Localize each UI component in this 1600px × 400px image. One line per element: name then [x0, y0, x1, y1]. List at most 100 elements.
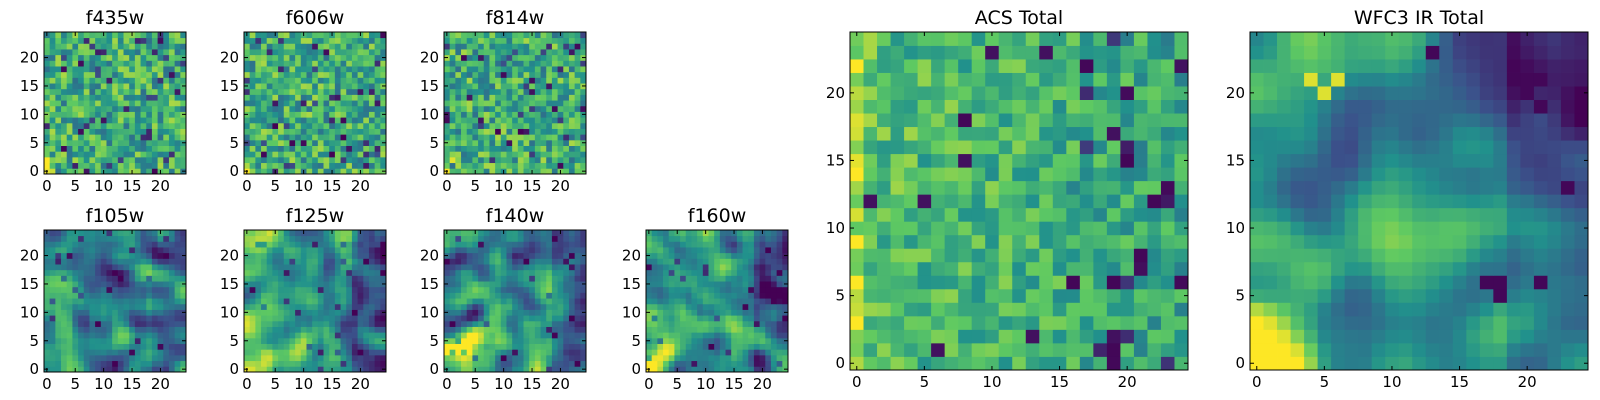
heatmap-cell	[117, 43, 124, 50]
heatmap-cell	[346, 247, 353, 254]
heatmap-cell	[685, 309, 692, 316]
heatmap-cell	[657, 286, 664, 293]
heatmap-cell	[478, 292, 485, 299]
heatmap-cell	[461, 122, 468, 129]
heatmap-cell	[466, 326, 473, 333]
heatmap-cell	[266, 37, 273, 44]
heatmap-cell	[557, 105, 564, 112]
heatmap-cell	[478, 258, 485, 265]
heatmap-cell	[329, 54, 336, 61]
heatmap-cell	[363, 168, 370, 175]
heatmap-cell	[249, 320, 256, 327]
heatmap-cell	[66, 286, 73, 293]
heatmap-cell	[106, 88, 113, 95]
heatmap-cell	[483, 145, 490, 152]
heatmap-cell	[300, 303, 307, 310]
heatmap-cell	[78, 332, 85, 339]
heatmap-cell	[483, 269, 490, 276]
heatmap-cell	[1066, 315, 1081, 330]
heatmap-cell	[72, 315, 79, 322]
heatmap-cell	[444, 145, 451, 152]
heatmap-cell	[563, 43, 570, 50]
heatmap-cell	[146, 162, 153, 169]
heatmap-cell	[506, 247, 513, 254]
heatmap-cell	[49, 360, 56, 367]
heatmap-cell	[300, 111, 307, 118]
heatmap-cell	[1106, 275, 1121, 290]
heatmap-cell	[568, 134, 576, 141]
heatmap-cell	[512, 241, 519, 248]
heatmap-cell	[651, 286, 658, 293]
heatmap-cell	[765, 337, 772, 344]
heatmap-cell	[472, 337, 479, 344]
heatmap-cell	[134, 303, 141, 310]
heatmap-cell	[551, 117, 558, 124]
heatmap-cell	[461, 303, 468, 310]
heatmap-cell	[574, 111, 581, 118]
heatmap-cell	[89, 117, 96, 124]
heatmap-cell	[374, 128, 381, 135]
heatmap-cell	[78, 360, 85, 367]
heatmap-cell	[691, 275, 698, 282]
heatmap-cell	[329, 326, 336, 333]
heatmap-cell	[249, 275, 256, 282]
heatmap-cell	[890, 342, 905, 357]
heatmap-cell	[157, 71, 164, 78]
heatmap-cell	[283, 122, 290, 129]
heatmap-cell	[140, 349, 147, 356]
heatmap-cell	[261, 252, 268, 259]
heatmap-cell	[66, 360, 73, 367]
heatmap-cell	[985, 167, 1000, 182]
heatmap-cell	[944, 288, 959, 303]
heatmap-cell	[931, 329, 946, 344]
heatmap-cell	[500, 162, 507, 169]
heatmap-cell	[478, 315, 485, 322]
heatmap-cell	[180, 247, 187, 254]
heatmap-cell	[129, 269, 136, 276]
heatmap-cell	[529, 360, 536, 367]
heatmap-cell	[651, 247, 658, 254]
heatmap-cell	[731, 354, 738, 362]
heatmap-cell	[106, 32, 113, 39]
heatmap-cell	[719, 315, 726, 322]
heatmap-cell	[66, 105, 73, 112]
heatmap-cell	[112, 337, 119, 344]
heatmap-cell	[529, 315, 536, 322]
heatmap-cell	[380, 241, 387, 248]
heatmap-cell	[1052, 180, 1067, 195]
heatmap-cell	[546, 60, 553, 67]
heatmap-cell	[340, 360, 347, 367]
heatmap-cell	[466, 349, 473, 356]
heatmap-cell	[180, 134, 187, 141]
heatmap-cell	[140, 168, 147, 175]
heatmap-cell	[1079, 275, 1094, 290]
heatmap-cell	[1120, 234, 1135, 249]
heatmap-cell	[244, 320, 251, 327]
heatmap-cell	[168, 54, 176, 61]
heatmap-cell	[702, 326, 709, 333]
x-tick-label: 5	[672, 375, 682, 393]
heatmap-cell	[289, 230, 296, 237]
heatmap-cell	[312, 303, 319, 310]
heatmap-cell	[295, 88, 302, 95]
heatmap-cell	[680, 298, 687, 305]
heatmap-cell	[329, 88, 336, 95]
heatmap-cell	[483, 49, 490, 56]
heatmap-cell	[357, 264, 364, 271]
heatmap-cell	[329, 298, 336, 305]
heatmap-cell	[374, 241, 381, 248]
heatmap-cell	[380, 343, 387, 350]
heatmap-cell	[49, 100, 56, 107]
heatmap-cell	[151, 366, 158, 373]
heatmap-cell	[261, 230, 268, 237]
heatmap-cell	[346, 151, 353, 158]
heatmap-cell	[140, 315, 147, 322]
heatmap-cell	[174, 88, 181, 95]
heatmap-cell	[731, 292, 738, 299]
heatmap-cell	[714, 309, 721, 316]
heatmap-cell	[455, 122, 462, 129]
heatmap-cell	[534, 258, 541, 265]
heatmap-cell	[278, 145, 285, 152]
heatmap-cell	[351, 360, 358, 367]
heatmap-cell	[759, 309, 766, 316]
